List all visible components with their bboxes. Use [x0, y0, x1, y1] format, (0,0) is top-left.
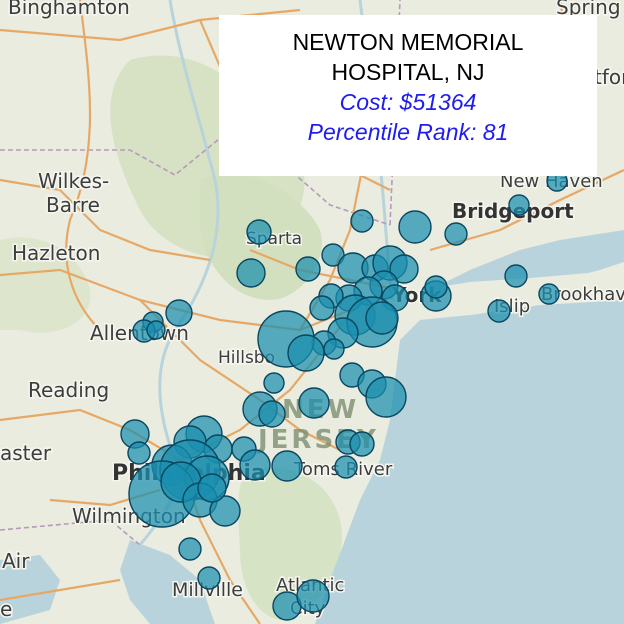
hospital-bubble[interactable] — [424, 275, 448, 299]
atlantic-ocean — [315, 300, 624, 624]
state-border — [0, 519, 141, 546]
hospital-bubble[interactable] — [321, 243, 345, 267]
delaware-bay — [120, 540, 215, 624]
label-lancaster: aster — [0, 441, 52, 465]
hospital-bubble[interactable] — [236, 258, 266, 288]
hospital-bubble[interactable] — [263, 372, 285, 394]
hospital-bubble[interactable] — [287, 334, 325, 372]
hospital-bubble[interactable] — [487, 299, 511, 323]
hospital-bubble[interactable] — [197, 566, 221, 590]
hospital-bubble[interactable] — [538, 283, 560, 305]
hospital-bubble[interactable] — [296, 579, 330, 613]
hospital-percentile-rank: Percentile Rank: 81 — [307, 119, 509, 145]
hospital-bubble[interactable] — [127, 441, 151, 465]
hospital-bubble[interactable] — [239, 449, 271, 481]
hospital-info-box: NEWTON MEMORIAL HOSPITAL, NJ Cost: $5136… — [219, 15, 597, 176]
hospital-bubble[interactable] — [365, 301, 399, 335]
hospital-bubble[interactable] — [271, 450, 303, 482]
label-hartford: tford — [594, 65, 624, 89]
label-spring: Spring — [556, 0, 621, 19]
hospital-bubble[interactable] — [444, 222, 468, 246]
hospital-bubble[interactable] — [504, 264, 528, 288]
hospital-bubble[interactable] — [334, 455, 358, 479]
hospital-bubble[interactable] — [298, 387, 330, 419]
hospital-bubble[interactable] — [246, 219, 272, 245]
label-hazleton: Hazleton — [12, 241, 100, 265]
hospital-bubble[interactable] — [349, 431, 375, 457]
hospital-bubble[interactable] — [323, 338, 345, 360]
hospital-name-line1: NEWTON MEMORIAL — [292, 29, 524, 55]
hospital-cost: Cost: $51364 — [339, 89, 477, 115]
hospital-bubble[interactable] — [146, 320, 166, 340]
hospital-bubble[interactable] — [295, 256, 321, 282]
hospital-bubble[interactable] — [398, 210, 432, 244]
hospital-bubble[interactable] — [197, 473, 227, 503]
long-island — [420, 270, 624, 315]
hospital-bubble[interactable] — [508, 194, 530, 216]
hospital-bubble[interactable] — [258, 400, 286, 428]
label-barre: Barre — [46, 193, 100, 217]
label-air: Air — [2, 549, 30, 573]
label-reading: Reading — [28, 378, 109, 402]
hospital-bubble[interactable] — [165, 299, 193, 327]
label-binghamton: Binghamton — [8, 0, 130, 19]
hospital-bubble[interactable] — [209, 495, 241, 527]
label-edge: e — [0, 597, 12, 621]
hospital-bubble[interactable] — [365, 376, 407, 418]
hospital-bubble[interactable] — [389, 254, 419, 284]
label-wilkes: Wilkes- — [38, 169, 109, 193]
hospital-bubble[interactable] — [309, 295, 335, 321]
chesapeake-bay — [0, 555, 60, 624]
hospital-bubble[interactable] — [350, 209, 374, 233]
hospital-name-line2: HOSPITAL, NJ — [331, 59, 485, 85]
hospital-bubble[interactable] — [178, 537, 202, 561]
